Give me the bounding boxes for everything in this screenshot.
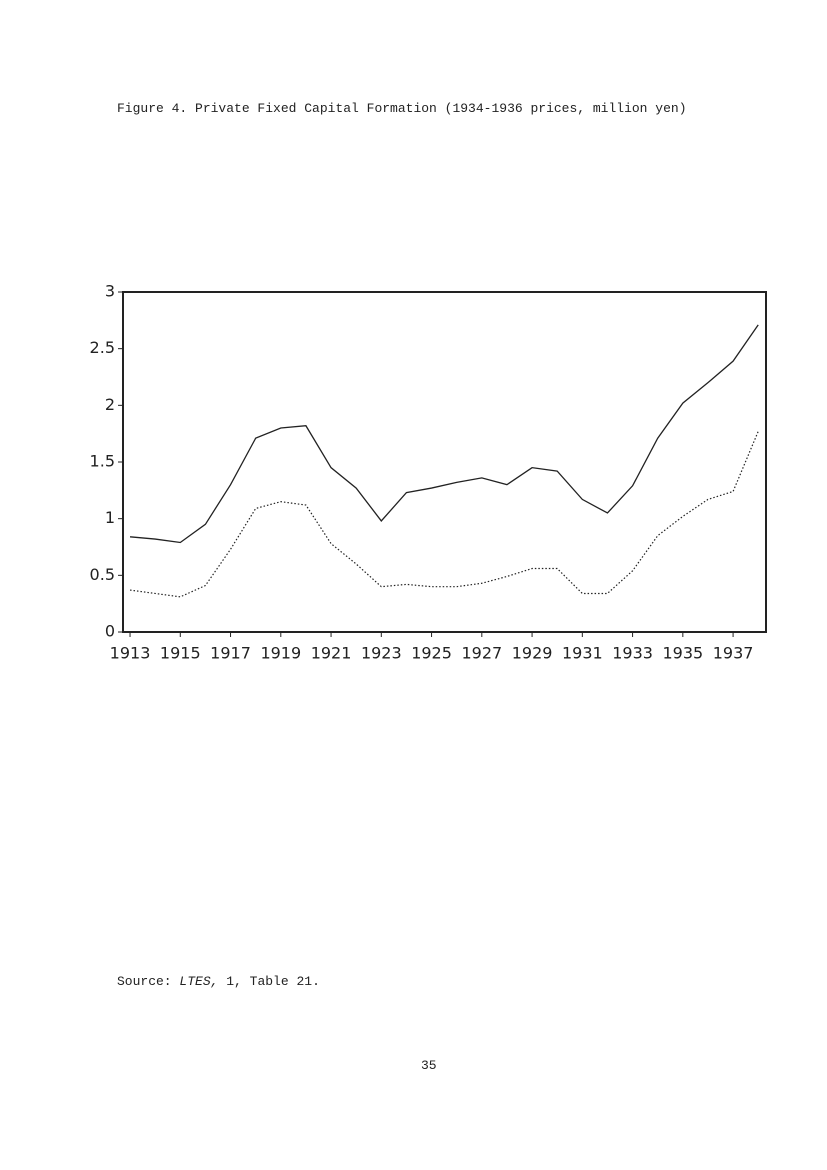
x-tick-label: 1937 [713, 644, 754, 663]
x-tick-label: 1915 [160, 644, 201, 663]
y-tick-label: 0 [105, 622, 115, 641]
source: Source: LTES, 1, Table 21. [117, 974, 320, 989]
figure-title: Figure 4. Private Fixed Capital Formatio… [117, 101, 687, 116]
y-tick-label: 0.5 [90, 565, 115, 584]
x-tick-label: 1925 [411, 644, 452, 663]
y-tick-label: 2.5 [90, 338, 115, 357]
y-tick-label: 1 [105, 508, 115, 527]
x-tick-label: 1923 [361, 644, 402, 663]
source-italic: LTES, [179, 974, 219, 989]
y-tick-label: 1.5 [90, 452, 115, 471]
x-tick-label: 1927 [461, 644, 502, 663]
page-number: 35 [421, 1058, 437, 1073]
x-tick-label: 1929 [512, 644, 553, 663]
x-tick-label: 1913 [110, 644, 151, 663]
y-tick-label: 2 [105, 395, 115, 414]
x-tick-label: 1919 [260, 644, 301, 663]
series-line [129, 324, 759, 544]
y-tick-label: 3 [105, 282, 115, 301]
x-tick-label: 1935 [662, 644, 703, 663]
x-tick-label: 1931 [562, 644, 603, 663]
x-tick-label: 1917 [210, 644, 251, 663]
series-line [129, 431, 759, 598]
source-prefix: Source: [117, 974, 172, 989]
x-tick-label: 1921 [311, 644, 352, 663]
source-rest: 1, Table 21. [226, 974, 320, 989]
chart: 0 0.5 1 1.5 2 2.5 3 1913 1915 1917 1919 1921 1923 192… [90, 282, 767, 663]
plot-frame [122, 291, 767, 633]
x-tick-label: 1933 [612, 644, 653, 663]
